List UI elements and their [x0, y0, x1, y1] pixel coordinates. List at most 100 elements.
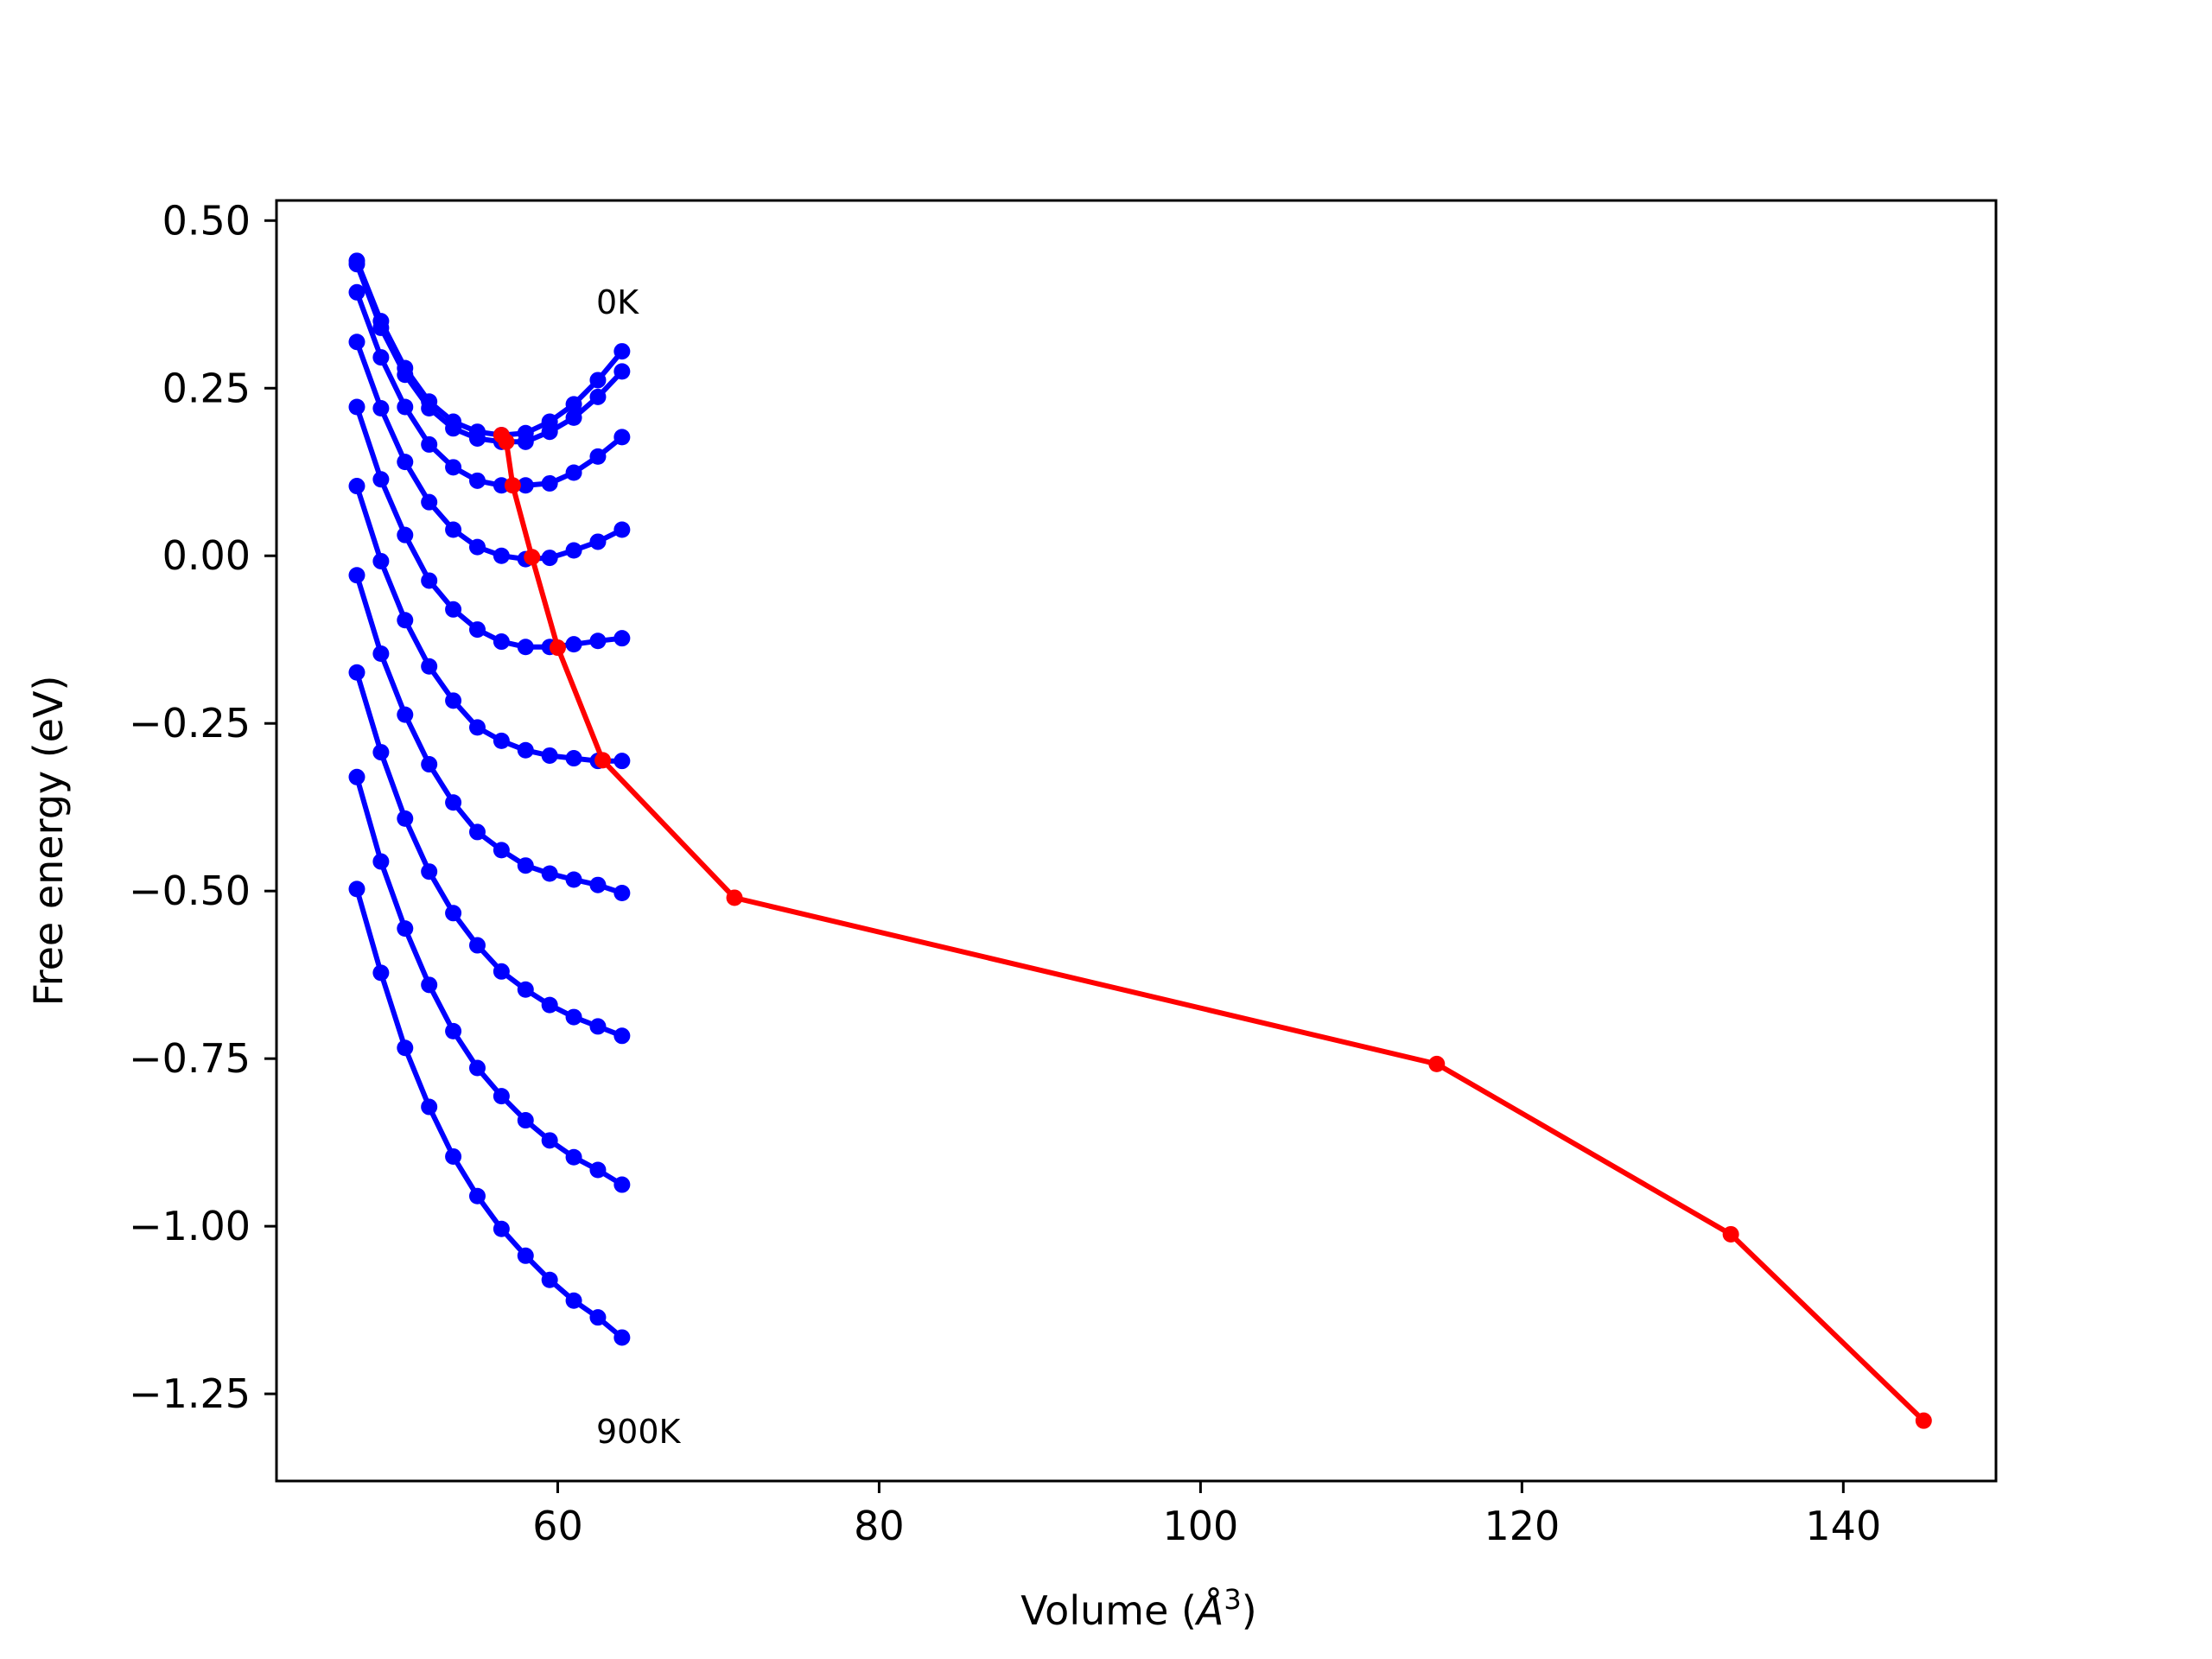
data-point-200K-8 — [541, 474, 558, 492]
data-point-100K-10 — [589, 388, 607, 405]
data-point-300K-8 — [541, 550, 558, 567]
minimum-point-8 — [1722, 1225, 1739, 1243]
x-tick-label: 80 — [854, 1503, 905, 1549]
data-point-800K-4 — [445, 1022, 462, 1039]
y-tick-label: −1.25 — [129, 1370, 251, 1417]
data-point-200K-9 — [565, 464, 582, 481]
minimum-line — [499, 433, 1926, 1423]
data-point-500K-0 — [348, 478, 365, 495]
data-point-700K-2 — [397, 810, 414, 827]
data-point-200K-6 — [493, 477, 510, 494]
data-point-700K-4 — [445, 905, 462, 922]
data-point-500K-2 — [397, 612, 414, 629]
data-point-900K-10 — [589, 1309, 607, 1326]
data-point-600K-3 — [421, 756, 438, 773]
data-point-300K-5 — [468, 538, 486, 556]
minimum-point-2 — [504, 477, 521, 494]
data-point-300K-0 — [348, 334, 365, 351]
minimum-point-9 — [1915, 1412, 1932, 1429]
data-point-400K-4 — [445, 601, 462, 618]
data-point-800K-10 — [589, 1161, 607, 1179]
data-point-100K-11 — [613, 363, 631, 380]
data-point-900K-9 — [565, 1292, 582, 1309]
data-point-200K-7 — [517, 477, 534, 494]
x-tick-label: 140 — [1805, 1503, 1881, 1549]
data-point-600K-0 — [348, 567, 365, 584]
data-point-500K-7 — [517, 741, 534, 759]
x-axis-title: Volume (Å3) — [1020, 1583, 1256, 1634]
y-axis: 0.50 0.25 0.00 −0.25 −0.50 −0.75 −1.00 −1.25 — [129, 197, 276, 1417]
data-point-800K-11 — [613, 1176, 631, 1193]
x-tick-label: 100 — [1162, 1503, 1238, 1549]
data-point-600K-5 — [468, 823, 486, 841]
data-point-700K-7 — [517, 981, 534, 998]
data-point-100K-5 — [468, 429, 486, 447]
data-point-900K-6 — [493, 1220, 510, 1237]
y-tick-label: −1.00 — [129, 1203, 251, 1249]
data-point-300K-11 — [613, 521, 631, 538]
data-point-500K-1 — [372, 552, 390, 569]
isotherm-curves — [348, 252, 631, 1346]
y-tick-label: −0.50 — [129, 868, 251, 914]
data-point-0K-9 — [565, 396, 582, 413]
annotation-900k: 900K — [596, 1413, 682, 1451]
data-point-800K-0 — [348, 768, 365, 785]
y-tick-label: 0.00 — [162, 532, 251, 579]
data-point-400K-9 — [565, 636, 582, 653]
data-point-800K-2 — [397, 920, 414, 938]
data-point-700K-3 — [421, 863, 438, 880]
data-point-500K-3 — [421, 658, 438, 675]
data-point-400K-3 — [421, 572, 438, 589]
data-point-500K-11 — [613, 753, 631, 770]
x-tick-label: 120 — [1484, 1503, 1560, 1549]
data-point-100K-1 — [372, 319, 390, 336]
data-point-600K-7 — [517, 857, 534, 874]
data-point-400K-6 — [493, 633, 510, 651]
data-point-300K-3 — [421, 493, 438, 511]
data-point-100K-0 — [348, 256, 365, 273]
data-point-400K-10 — [589, 632, 607, 650]
data-point-800K-1 — [372, 853, 390, 870]
x-axis: 60 80 100 120 140 — [532, 1481, 1881, 1549]
data-point-900K-2 — [397, 1039, 414, 1057]
data-point-300K-10 — [589, 533, 607, 550]
data-point-400K-7 — [517, 639, 534, 656]
data-point-600K-10 — [589, 876, 607, 893]
x-tick-label: 60 — [532, 1503, 583, 1549]
data-point-400K-5 — [468, 621, 486, 639]
data-point-300K-4 — [445, 521, 462, 538]
data-point-900K-7 — [517, 1247, 534, 1264]
data-point-500K-6 — [493, 732, 510, 749]
data-point-700K-10 — [589, 1018, 607, 1035]
minimum-point-3 — [524, 549, 541, 566]
data-point-200K-3 — [421, 435, 438, 453]
data-point-300K-6 — [493, 547, 510, 564]
data-point-600K-1 — [372, 645, 390, 663]
annotation-0k: 0K — [596, 283, 639, 321]
data-point-900K-3 — [421, 1098, 438, 1116]
data-point-100K-7 — [517, 433, 534, 450]
data-point-0K-11 — [613, 343, 631, 360]
data-point-600K-6 — [493, 842, 510, 859]
data-point-700K-1 — [372, 744, 390, 761]
data-point-700K-6 — [493, 963, 510, 980]
y-tick-label: 0.25 — [162, 365, 251, 411]
data-point-200K-0 — [348, 283, 365, 301]
data-point-300K-1 — [372, 400, 390, 417]
data-point-300K-2 — [397, 454, 414, 471]
data-point-900K-4 — [445, 1147, 462, 1165]
data-point-600K-9 — [565, 871, 582, 888]
minimum-point-1 — [498, 433, 515, 450]
data-point-200K-4 — [445, 459, 462, 476]
data-point-200K-11 — [613, 429, 631, 446]
minimum-energy-curve — [493, 427, 1932, 1429]
data-point-900K-5 — [468, 1187, 486, 1205]
data-point-800K-9 — [565, 1148, 582, 1166]
minimum-point-5 — [594, 752, 612, 769]
data-point-800K-6 — [493, 1088, 510, 1105]
data-point-600K-2 — [397, 706, 414, 723]
y-tick-label: −0.75 — [129, 1035, 251, 1082]
data-point-700K-8 — [541, 996, 558, 1014]
y-tick-label: 0.50 — [162, 197, 251, 244]
